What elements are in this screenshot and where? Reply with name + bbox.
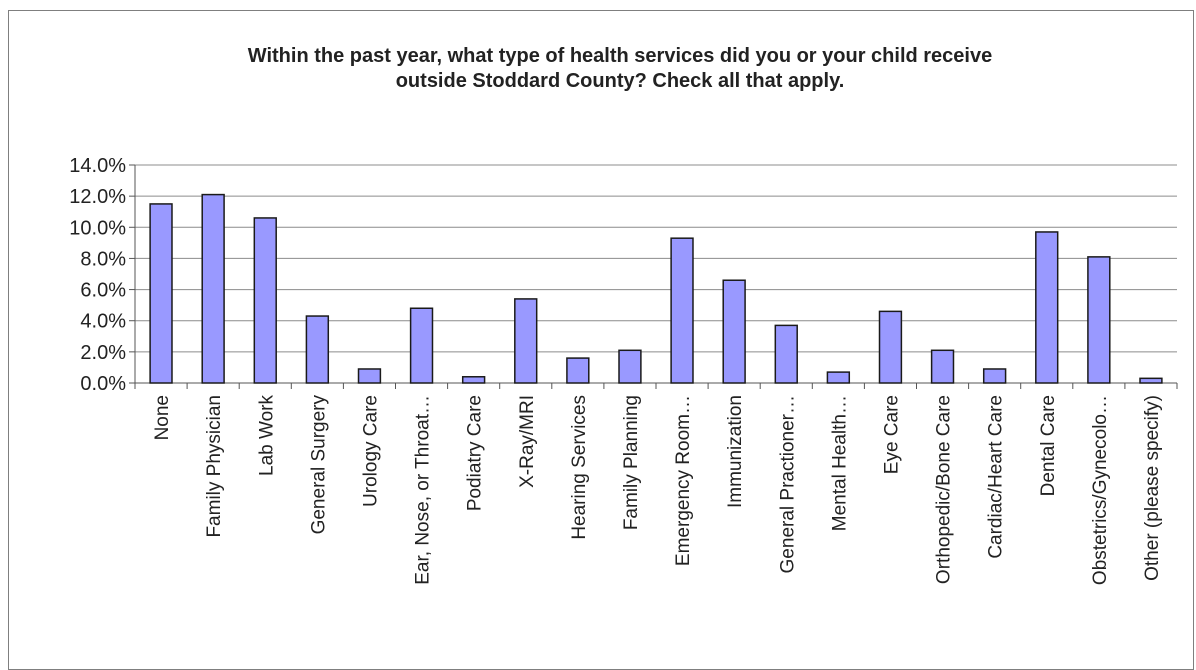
bar	[514, 298, 538, 384]
bar	[409, 307, 434, 384]
y-tick-label: 8.0%	[80, 248, 126, 270]
x-category-label: General Surgery	[308, 395, 329, 535]
x-category-label: Lab Work	[256, 395, 277, 476]
x-category-label: Obstetrics/Gynecolo…	[1090, 395, 1111, 585]
bar	[722, 279, 746, 384]
x-category-label: Family Physician	[204, 395, 225, 538]
bar	[670, 237, 694, 384]
bar	[201, 193, 225, 384]
bar	[149, 203, 173, 384]
bar	[253, 217, 277, 384]
bar	[305, 315, 330, 384]
y-tick-label: 0.0%	[80, 373, 126, 395]
x-category-label: X-Ray/MRI	[517, 395, 538, 488]
y-tick-label: 12.0%	[69, 186, 126, 208]
x-category-label: Urology Care	[360, 395, 381, 507]
bar	[1139, 377, 1163, 384]
labels: 0.0% 2.0% 4.0% 6.0% 8.0% 10.0% 12.0% 14.0% None F…	[69, 155, 1163, 585]
x-category-label: Ear, Nose, or Throat…	[413, 395, 434, 585]
bar	[461, 376, 486, 384]
bar	[1087, 256, 1111, 384]
x-category-label: Mental Health…	[829, 395, 850, 531]
bar	[566, 357, 590, 384]
x-category-label: Other (please specify)	[1142, 395, 1163, 581]
chart-title: Within the past year, what type of healt…	[247, 45, 993, 92]
x-category-label: Cardiac/Heart Care	[986, 395, 1007, 559]
bar	[982, 368, 1007, 384]
x-category-label: Hearing Services	[569, 395, 590, 540]
bar	[357, 368, 382, 384]
x-category-label: Podiatry Care	[465, 395, 486, 511]
x-category-label: None	[152, 395, 173, 440]
x-category-label: Emergency Room…	[673, 395, 694, 566]
bars	[149, 193, 1163, 384]
x-category-label: Orthopedic/Bone Care	[934, 395, 955, 584]
bar	[930, 349, 955, 384]
bar	[774, 324, 798, 384]
axes	[129, 164, 1178, 389]
x-category-label: Dental Care	[1038, 395, 1059, 496]
bar	[1035, 231, 1059, 384]
y-tick-label: 6.0%	[80, 280, 126, 302]
y-tick-label: 10.0%	[69, 217, 126, 239]
y-tick-label: 4.0%	[80, 311, 126, 333]
x-category-label: General Practioner…	[777, 395, 798, 573]
bar	[618, 349, 642, 384]
gridlines	[135, 164, 1177, 353]
x-category-label: Eye Care	[881, 395, 902, 474]
y-tick-label: 14.0%	[69, 155, 126, 177]
x-category-label: Immunization	[725, 395, 746, 508]
bar	[826, 371, 851, 384]
y-tick-label: 2.0%	[80, 342, 126, 364]
bar	[878, 310, 903, 384]
x-category-label: Family Planning	[621, 395, 642, 530]
